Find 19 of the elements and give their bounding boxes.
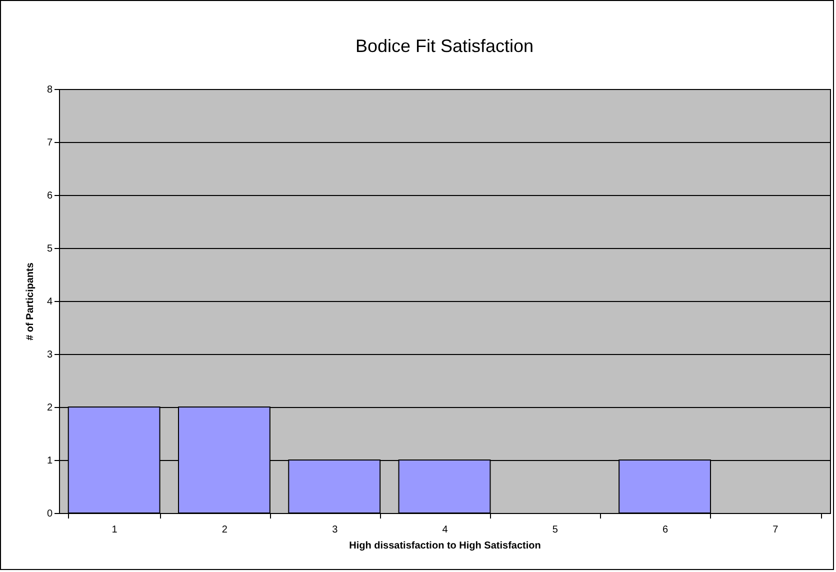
y-tick-label: 6	[46, 190, 53, 202]
y-tick-label: 7	[46, 138, 53, 148]
x-tick-label: 5	[552, 524, 558, 536]
x-tick-label: 6	[662, 524, 669, 536]
x-tick-label: 7	[772, 524, 779, 536]
y-tick-label: 0	[46, 508, 53, 520]
y-tick-label: 1	[46, 456, 53, 466]
x-tick-label: 4	[442, 524, 448, 536]
chart-title: Bodice Fit Satisfaction	[355, 36, 534, 56]
y-axis-title: # of Participants	[24, 262, 36, 340]
x-tick-label: 1	[112, 524, 118, 536]
y-tick-label: 8	[46, 84, 53, 96]
y-tick-label: 2	[46, 402, 53, 414]
x-tick-label: 3	[332, 524, 338, 536]
y-tick-label: 3	[46, 350, 53, 360]
y-tick-label: 4	[46, 296, 53, 308]
y-tick-label: 5	[46, 244, 53, 254]
x-axis-title: High dissatisfaction to High Satisfaction	[349, 540, 541, 552]
x-tick-label: 2	[222, 524, 228, 536]
